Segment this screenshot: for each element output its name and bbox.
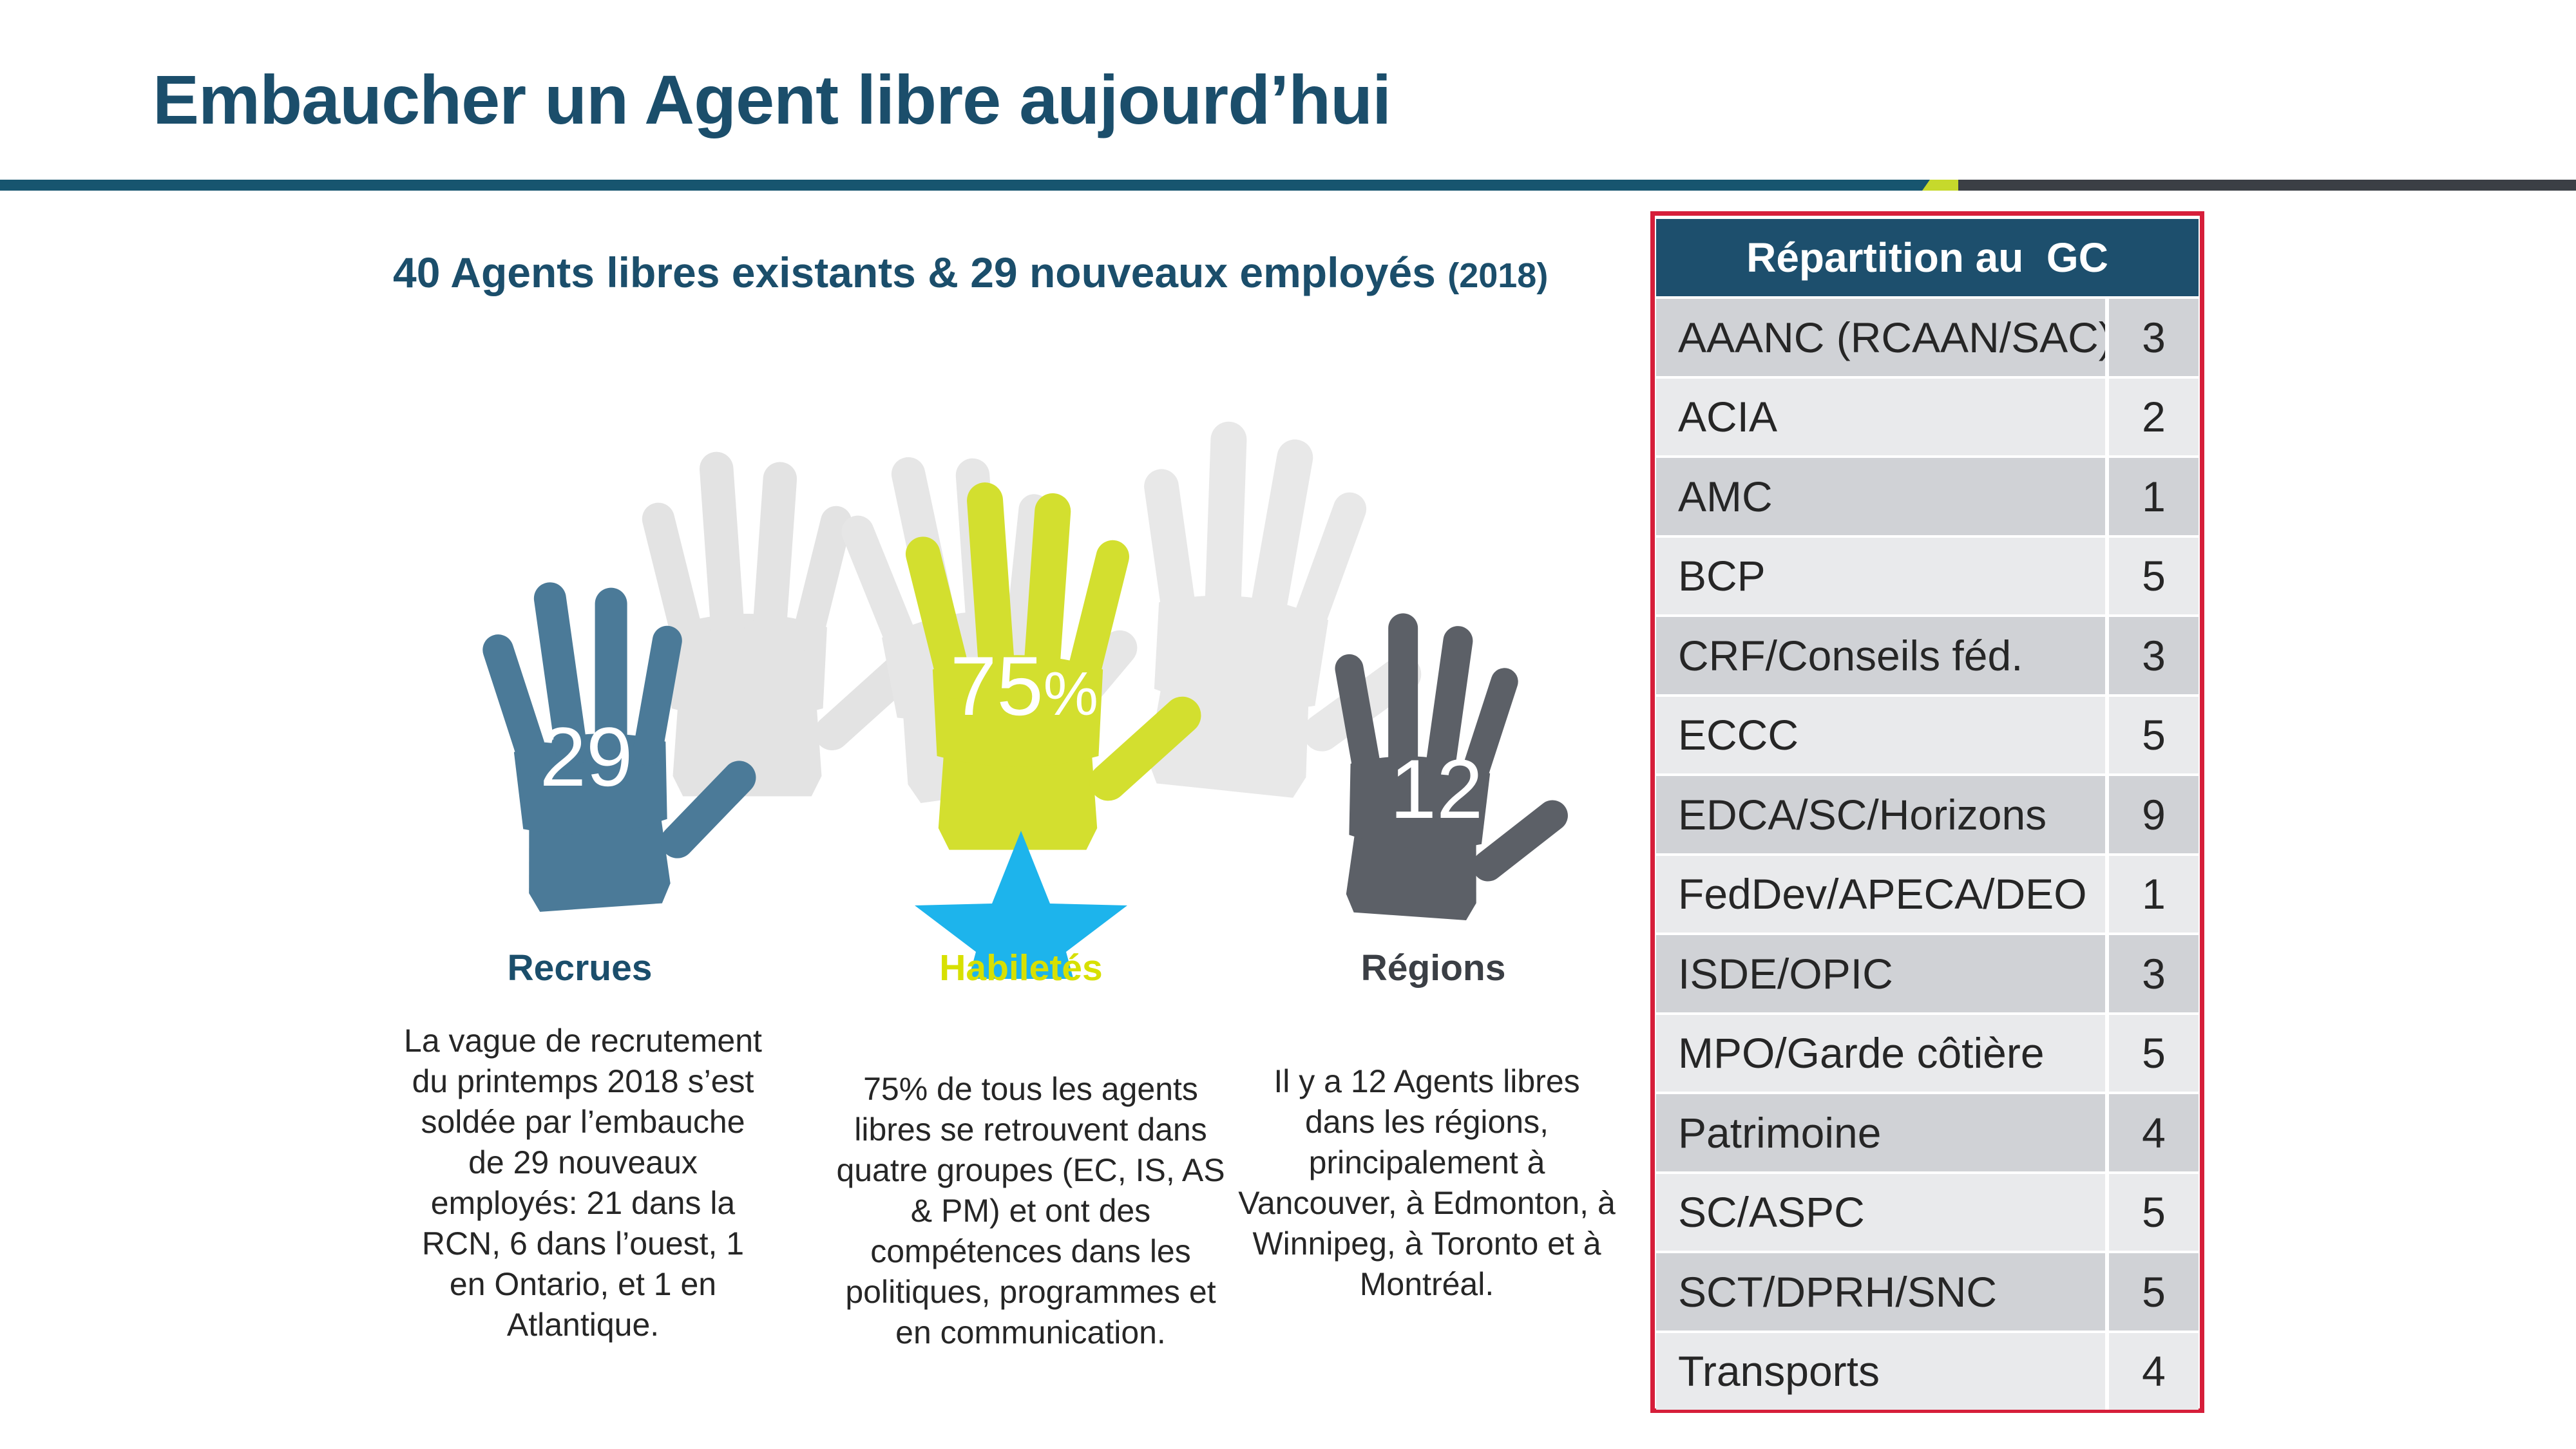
table-row: ACIA 2 [1656,375,2199,455]
skills-number: 75% [928,638,1121,734]
regions-description: Il y a 12 Agents libres dans les régions… [1238,1063,1616,1302]
table-cell-count: 4 [2105,1332,2199,1410]
page-title: Embaucher un Agent libre aujourd’hui [153,61,1391,138]
skills-heading: Habiletés [939,947,1103,989]
table-row: ISDE/OPIC 3 [1656,933,2199,1012]
table-row: Patrimoine 4 [1656,1092,2199,1171]
table-row: SC/ASPC 5 [1656,1171,2199,1251]
table-row: EDCA/SC/Horizons 9 [1656,773,2199,853]
table-cell-count: 2 [2105,378,2199,455]
table-row: AAANC (RCAAN/SAC) 3 [1656,296,2199,376]
table-row: Transports 4 [1656,1330,2199,1410]
table-cell-count: 1 [2105,855,2199,933]
subtitle-year: (2018) [1447,256,1549,295]
table-header: Répartition au GC [1656,219,2199,296]
regions-heading: Régions [1360,947,1506,989]
table-cell-department: CRF/Conseils féd. [1656,617,2105,694]
table-row: FedDev/APECA/DEO 1 [1656,853,2199,933]
table-row: SCT/DPRH/SNC 5 [1656,1251,2199,1331]
subtitle: 40 Agents libres existants & 29 nouveaux… [393,248,1548,297]
star-icon [915,831,1127,979]
table-row: BCP 5 [1656,535,2199,614]
regions-number: 12 [1389,742,1484,836]
table-frame [1650,211,2204,1413]
table-row: ECCC 5 [1656,694,2199,773]
raised-hands-illustration [475,412,1588,979]
table-cell-department: Patrimoine [1656,1094,2105,1171]
recruits-number: 29 [539,710,633,804]
recruits-heading: Recrues [507,947,653,989]
skills-description: 75% de tous les agents libres se retrouv… [836,1071,1225,1350]
table-cell-count: 5 [2105,1014,2199,1092]
table-cell-department: ISDE/OPIC [1656,935,2105,1012]
table-row: MPO/Garde côtière 5 [1656,1012,2199,1092]
table-cell-department: Transports [1656,1332,2105,1410]
table-row: CRF/Conseils féd. 3 [1656,614,2199,694]
recruits-description: La vague de recrutement du printemps 201… [404,1023,762,1343]
table-cell-count: 5 [2105,1173,2199,1251]
header-rule-blue [0,180,1958,191]
table-cell-count: 5 [2105,537,2199,614]
subtitle-main: 40 Agents libres existants & 29 nouveaux… [393,249,1436,296]
skills-percent-sign: % [1043,659,1098,728]
table-cell-department: BCP [1656,537,2105,614]
table-row: AMC 1 [1656,455,2199,535]
table-cell-department: FedDev/APECA/DEO [1656,855,2105,933]
header-rule-dark [1958,180,2576,191]
skills-number-value: 75 [950,639,1044,733]
table-cell-department: SC/ASPC [1656,1173,2105,1251]
table-cell-department: EDCA/SC/Horizons [1656,776,2105,853]
table-cell-department: ECCC [1656,696,2105,773]
table-cell-department: SCT/DPRH/SNC [1656,1253,2105,1331]
distribution-table: Répartition au GC AAANC (RCAAN/SAC) 3 ACIA… [1656,219,2199,1410]
table-cell-count: 9 [2105,776,2199,853]
table-cell-department: MPO/Garde côtière [1656,1014,2105,1092]
table-cell-department: AAANC (RCAAN/SAC) [1656,299,2113,376]
table-cell-department: ACIA [1656,378,2105,455]
table-cell-count: 3 [2105,935,2199,1012]
table-cell-count: 4 [2105,1094,2199,1171]
table-cell-count: 3 [2105,299,2199,376]
table-cell-count: 5 [2105,696,2199,773]
table-body: AAANC (RCAAN/SAC) 3 ACIA 2 AMC 1 BCP 5 CRF/Conse… [1656,296,2199,1410]
table-cell-count: 1 [2105,458,2199,535]
table-cell-department: AMC [1656,458,2105,535]
table-cell-count: 5 [2105,1253,2199,1331]
table-cell-count: 3 [2105,617,2199,694]
